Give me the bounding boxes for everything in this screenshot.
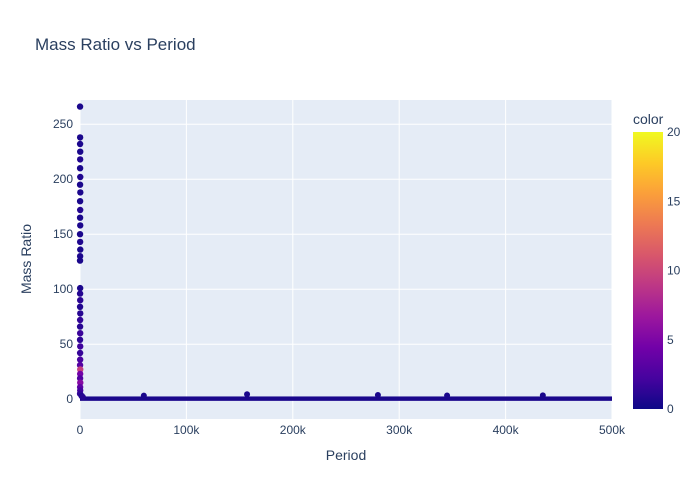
data-point	[76, 198, 84, 205]
dense-point-band	[80, 396, 612, 401]
data-point	[77, 189, 84, 196]
data-point	[77, 148, 84, 155]
data-point	[76, 290, 84, 297]
colorbar-tick-label: 10	[667, 264, 681, 278]
y-tick-label: 150	[53, 227, 73, 241]
colorbar-ticks: 0 5 10 15 20	[667, 125, 681, 416]
y-axis-ticks: 0 50 100 150 200 250	[53, 117, 73, 406]
data-point	[374, 392, 381, 399]
data-point	[140, 392, 147, 399]
data-point	[76, 181, 84, 188]
x-tick-label: 500k	[599, 423, 626, 437]
data-point	[76, 238, 84, 246]
data-point	[244, 391, 251, 398]
y-tick-label: 100	[53, 282, 73, 296]
x-tick-label: 200k	[280, 423, 307, 437]
data-point	[77, 343, 84, 350]
data-point	[76, 134, 84, 141]
plot-area	[80, 100, 612, 419]
colorbar-tick-label: 0	[667, 402, 674, 416]
data-point	[77, 297, 84, 304]
data-point	[77, 246, 84, 253]
data-point	[76, 356, 84, 363]
data-point	[76, 303, 84, 310]
data-point	[76, 257, 84, 264]
x-tick-label: 0	[77, 423, 84, 437]
x-tick-label: 300k	[386, 423, 413, 437]
data-point	[77, 222, 84, 229]
data-point	[76, 336, 84, 343]
x-axis-title: Period	[326, 447, 366, 463]
data-point	[76, 316, 84, 324]
data-point	[539, 392, 546, 399]
colorbar	[633, 132, 663, 409]
data-point	[76, 284, 84, 292]
data-point	[76, 323, 84, 330]
data-point	[79, 393, 86, 401]
data-point	[76, 140, 84, 148]
data-point	[76, 165, 84, 172]
x-axis-ticks: 0 100k 200k 300k 400k 500k	[77, 423, 626, 437]
y-tick-label: 50	[60, 337, 74, 351]
y-tick-label: 0	[66, 392, 73, 406]
data-points	[76, 103, 86, 401]
data-point	[77, 173, 84, 181]
data-point	[76, 156, 84, 163]
dense-band	[80, 391, 612, 401]
chart-title: Mass Ratio vs Period	[35, 35, 196, 54]
data-point	[444, 392, 451, 399]
data-point	[76, 349, 84, 357]
colorbar-tick-label: 20	[667, 125, 681, 139]
colorbar-tick-label: 5	[667, 333, 674, 347]
x-tick-label: 100k	[173, 423, 200, 437]
x-tick-label: 400k	[493, 423, 520, 437]
data-point	[77, 310, 84, 317]
data-point	[76, 206, 84, 214]
colorbar-tick-label: 15	[667, 194, 681, 208]
y-tick-label: 250	[53, 117, 73, 131]
data-point	[76, 330, 84, 337]
data-point	[76, 214, 84, 221]
data-point	[76, 103, 84, 110]
data-point	[76, 231, 84, 238]
y-axis-title: Mass Ratio	[18, 224, 34, 294]
y-tick-label: 200	[53, 172, 73, 186]
colorbar-title: color	[633, 111, 664, 127]
